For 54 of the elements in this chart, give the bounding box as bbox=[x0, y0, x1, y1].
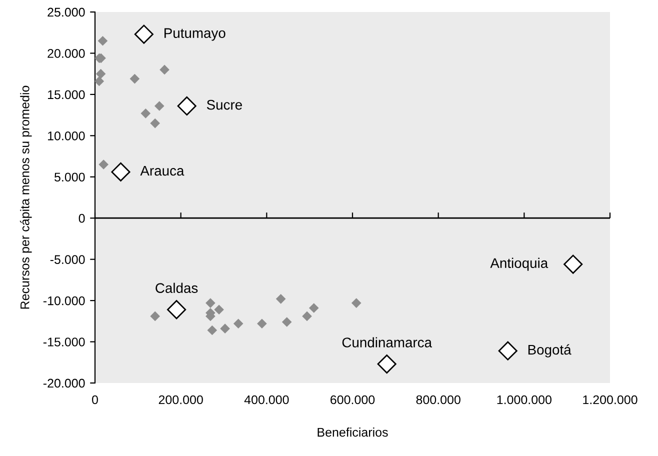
x-tick-label: 0 bbox=[92, 395, 98, 404]
point bbox=[233, 318, 244, 329]
y-axis-title: Recursos per cápita menos su promedio bbox=[20, 86, 32, 309]
point bbox=[95, 76, 104, 86]
annotation: Bogotá bbox=[528, 344, 572, 358]
point bbox=[220, 324, 230, 334]
annotation: Sucre bbox=[206, 100, 242, 110]
y-tick-label: 15.000 bbox=[48, 90, 85, 100]
x-tick-label: 400.000 bbox=[244, 395, 289, 404]
y-tick-label: -15.000 bbox=[43, 338, 85, 346]
y-tick-label: 5.000 bbox=[54, 172, 85, 182]
point bbox=[351, 298, 362, 308]
point bbox=[308, 303, 319, 313]
point bbox=[134, 24, 154, 44]
point bbox=[150, 311, 160, 322]
point bbox=[206, 298, 216, 308]
annotation: Cundinamarca bbox=[342, 337, 432, 348]
point bbox=[377, 354, 396, 374]
point bbox=[257, 318, 267, 329]
x-tick-label: 200.000 bbox=[158, 395, 203, 404]
x-axis-title: Beneficiarios bbox=[318, 428, 388, 437]
point bbox=[111, 162, 130, 182]
y-tick-label: -5.000 bbox=[50, 255, 85, 264]
annotation: Putumayo bbox=[164, 28, 226, 41]
y-tick-label: 0 bbox=[78, 214, 85, 223]
annotation: Caldas bbox=[156, 282, 198, 293]
point bbox=[154, 101, 164, 111]
point bbox=[177, 96, 196, 116]
annotation: Arauca bbox=[140, 166, 184, 176]
x-tick-label: 1.000.000 bbox=[497, 395, 552, 404]
point bbox=[167, 300, 186, 320]
point bbox=[150, 118, 160, 128]
x-tick-label: 600.000 bbox=[330, 395, 375, 404]
y-tick-label: 10.000 bbox=[48, 131, 85, 140]
annotation: Antioquia bbox=[490, 258, 548, 271]
y-tick-label: 25.000 bbox=[48, 8, 85, 17]
point bbox=[130, 74, 140, 84]
point bbox=[207, 325, 218, 336]
y-tick-label: -10.000 bbox=[43, 296, 85, 306]
point bbox=[160, 64, 170, 75]
point bbox=[282, 317, 292, 327]
y-tick-label: -20.000 bbox=[43, 378, 85, 388]
x-tick-label: 1.200.000 bbox=[583, 395, 638, 404]
point bbox=[96, 68, 106, 79]
x-tick-label: 800.000 bbox=[416, 395, 460, 404]
point bbox=[276, 294, 286, 304]
point bbox=[98, 160, 108, 170]
point bbox=[302, 311, 312, 322]
point bbox=[98, 36, 108, 46]
point bbox=[564, 254, 583, 274]
y-tick-label: 20.000 bbox=[48, 49, 85, 58]
point bbox=[498, 341, 518, 360]
point bbox=[140, 108, 151, 118]
point bbox=[214, 304, 224, 315]
